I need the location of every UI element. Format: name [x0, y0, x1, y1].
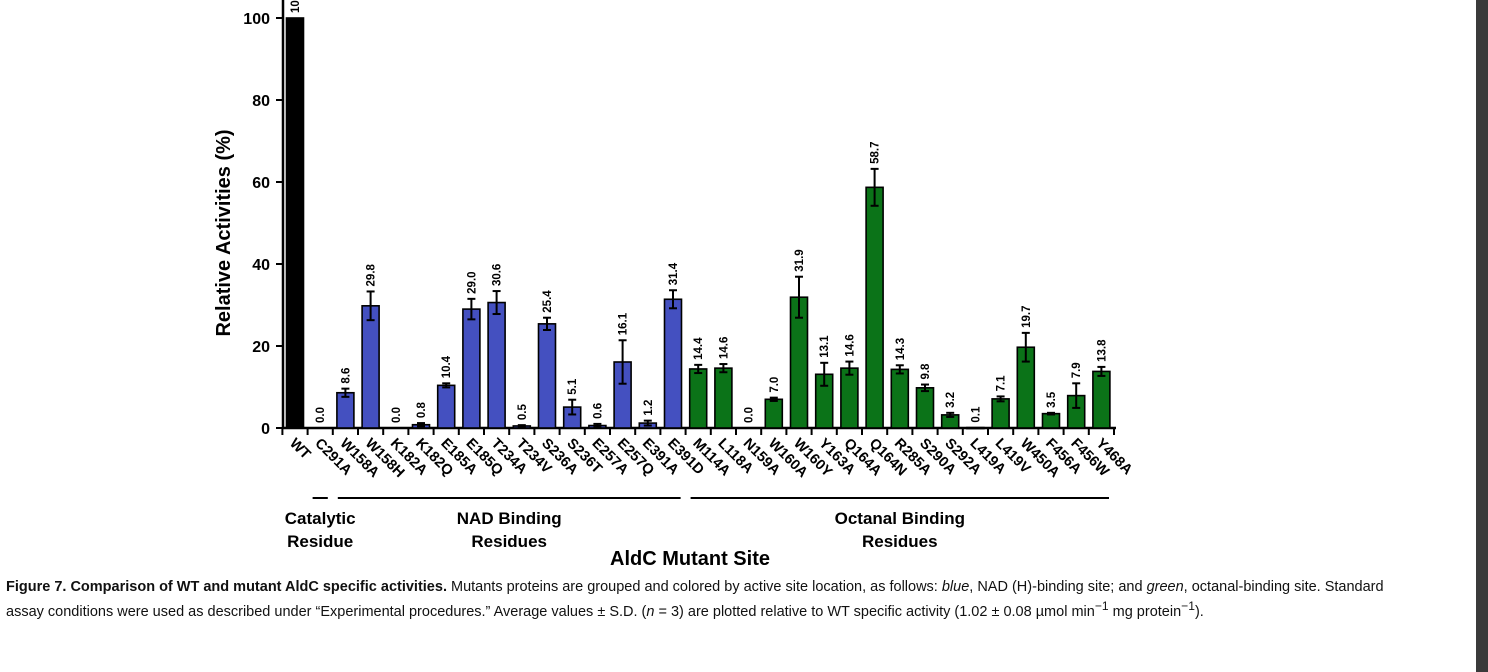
data-label: 0.6 [592, 403, 604, 419]
bar-R285A [890, 368, 910, 429]
bar-chart: 0 20 40 60 80 100 Relative Activities (%) 100 WT… [213, 0, 1136, 570]
data-label: 58.7 [870, 141, 882, 163]
data-label: 19.7 [1021, 305, 1033, 327]
data-label: 30.6 [492, 264, 504, 286]
y-axis-label: Relative Activities (%) [213, 129, 235, 336]
data-label: 29.0 [466, 271, 478, 293]
data-label: 13.1 [819, 335, 831, 358]
bar-M114A [688, 368, 708, 429]
group-label: NAD Binding [457, 509, 562, 528]
bar-F456A [1041, 412, 1061, 429]
group-label: Residues [471, 532, 547, 551]
data-label: 0.5 [517, 404, 529, 421]
caption-title: Figure 7. Comparison of WT and mutant Al… [6, 579, 447, 595]
data-label: 0.1 [970, 406, 982, 423]
y-tick-label: 100 [243, 11, 270, 28]
data-label: 29.8 [366, 263, 378, 286]
page-edge [1476, 0, 1488, 672]
data-label: 16.1 [618, 312, 630, 335]
y-tick-label: 40 [252, 257, 270, 274]
bar-L118A [714, 367, 733, 429]
data-label: 25.4 [542, 290, 554, 313]
x-axis-label: AldC Mutant Site [610, 548, 770, 570]
y-tick-label: 0 [261, 421, 270, 438]
bar-T234A [487, 301, 506, 429]
data-label: 14.3 [895, 338, 907, 360]
x-tick-label: WT [286, 436, 313, 463]
data-label: 31.9 [794, 249, 806, 271]
data-label: 7.1 [996, 375, 1008, 392]
bar-E185Q [462, 308, 481, 429]
data-label: 100 [290, 0, 302, 13]
y-tick-label: 80 [252, 93, 270, 110]
y-tick-label: 60 [252, 175, 270, 192]
data-label: 14.4 [693, 337, 705, 360]
data-label: 14.6 [844, 334, 856, 356]
data-label: 7.9 [1071, 362, 1083, 378]
data-label: 8.6 [340, 368, 352, 384]
data-label: 0.0 [315, 407, 327, 423]
data-label: 9.8 [920, 363, 932, 380]
bar-E391D [663, 298, 683, 429]
bar-WT [285, 17, 305, 429]
data-label: 7.0 [769, 377, 781, 393]
group-label: Catalytic [285, 509, 356, 528]
data-label: 3.2 [945, 392, 957, 408]
group-label: Octanal Binding [835, 509, 965, 528]
bar-W158A [336, 391, 355, 429]
bar-S290A [915, 387, 935, 429]
data-label: 14.6 [718, 337, 730, 359]
bar-L419A [966, 426, 985, 430]
data-label: 0.0 [391, 407, 403, 423]
data-label: 10.4 [441, 355, 453, 378]
data-label: 5.1 [567, 378, 579, 395]
data-label: 3.5 [1046, 391, 1058, 408]
bar-Q164A [840, 367, 859, 429]
data-label: 31.4 [668, 262, 680, 285]
data-label: 0.8 [416, 401, 428, 418]
group-label: Residues [862, 532, 938, 551]
bar-S236A [537, 323, 557, 429]
bar-Q164N [865, 186, 884, 429]
data-label: 13.8 [1096, 339, 1108, 362]
group-label: Residue [287, 532, 353, 551]
data-label: 1.2 [643, 400, 655, 416]
bar-E185A [436, 384, 456, 429]
data-label: 0.0 [744, 407, 756, 423]
bar-W158H [361, 305, 380, 429]
bar-Y468A [1092, 370, 1111, 429]
bar-W160A [764, 398, 784, 429]
figure-caption: Figure 7. Comparison of WT and mutant Al… [6, 579, 1384, 620]
bar-L419V [991, 398, 1010, 429]
y-tick-label: 20 [252, 339, 270, 356]
